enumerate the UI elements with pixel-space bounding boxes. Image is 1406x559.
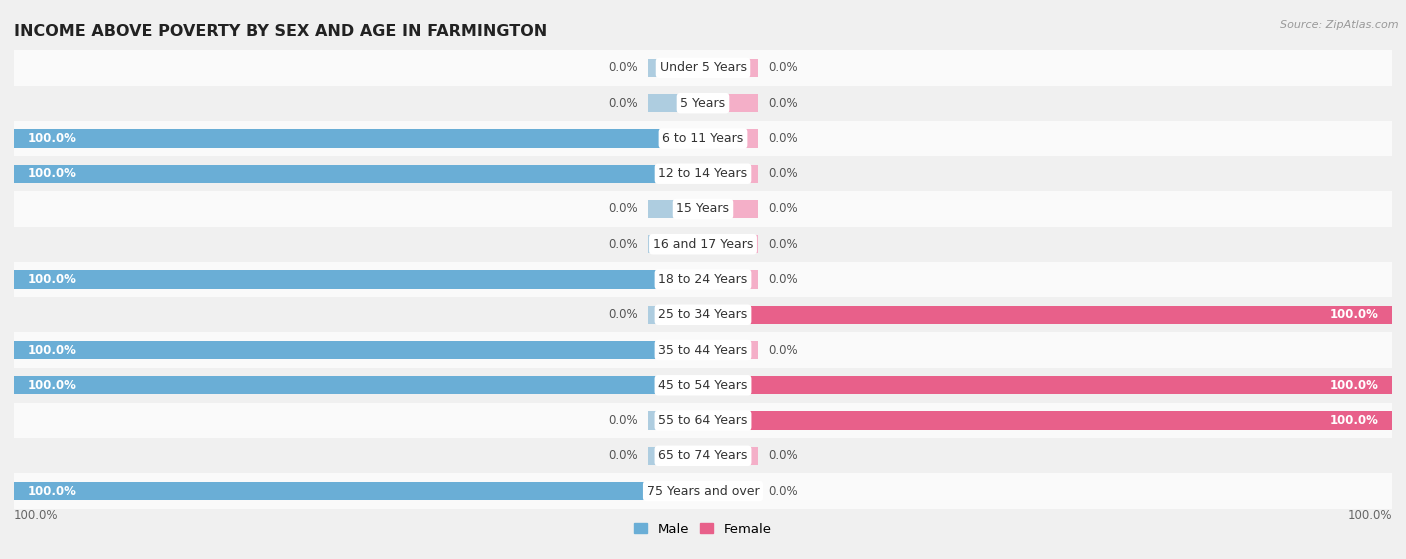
Text: INCOME ABOVE POVERTY BY SEX AND AGE IN FARMINGTON: INCOME ABOVE POVERTY BY SEX AND AGE IN F… <box>14 25 547 40</box>
Bar <box>703 59 758 77</box>
Text: 35 to 44 Years: 35 to 44 Years <box>658 344 748 357</box>
Text: 0.0%: 0.0% <box>769 344 799 357</box>
Bar <box>648 94 703 112</box>
Text: 0.0%: 0.0% <box>769 61 799 74</box>
Bar <box>703 306 1392 324</box>
FancyBboxPatch shape <box>14 403 1392 438</box>
Text: 0.0%: 0.0% <box>607 61 637 74</box>
Text: 0.0%: 0.0% <box>769 97 799 110</box>
Text: 100.0%: 100.0% <box>28 379 77 392</box>
FancyBboxPatch shape <box>14 86 1392 121</box>
Text: 15 Years: 15 Years <box>676 202 730 215</box>
FancyBboxPatch shape <box>14 121 1392 156</box>
FancyBboxPatch shape <box>14 333 1392 368</box>
Text: 0.0%: 0.0% <box>769 202 799 215</box>
Bar <box>648 200 703 218</box>
Text: 100.0%: 100.0% <box>1329 379 1378 392</box>
Bar <box>703 164 758 183</box>
Text: 100.0%: 100.0% <box>28 132 77 145</box>
Bar <box>14 129 703 148</box>
FancyBboxPatch shape <box>14 297 1392 333</box>
Text: 0.0%: 0.0% <box>769 273 799 286</box>
Text: Under 5 Years: Under 5 Years <box>659 61 747 74</box>
Bar <box>648 59 703 77</box>
Text: 100.0%: 100.0% <box>28 167 77 180</box>
Bar <box>703 129 758 148</box>
Text: 100.0%: 100.0% <box>1329 308 1378 321</box>
Text: 0.0%: 0.0% <box>769 167 799 180</box>
Text: 100.0%: 100.0% <box>28 344 77 357</box>
FancyBboxPatch shape <box>14 156 1392 191</box>
Bar <box>703 200 758 218</box>
Text: 18 to 24 Years: 18 to 24 Years <box>658 273 748 286</box>
Text: 0.0%: 0.0% <box>607 308 637 321</box>
Text: 100.0%: 100.0% <box>28 485 77 498</box>
Text: 100.0%: 100.0% <box>1347 509 1392 522</box>
Bar <box>703 94 758 112</box>
Text: 0.0%: 0.0% <box>769 485 799 498</box>
Bar <box>648 411 703 430</box>
Text: 0.0%: 0.0% <box>607 97 637 110</box>
FancyBboxPatch shape <box>14 191 1392 226</box>
Text: 100.0%: 100.0% <box>14 509 59 522</box>
FancyBboxPatch shape <box>14 262 1392 297</box>
Text: 0.0%: 0.0% <box>607 414 637 427</box>
Text: 100.0%: 100.0% <box>1329 414 1378 427</box>
Text: 65 to 74 Years: 65 to 74 Years <box>658 449 748 462</box>
Bar <box>703 482 758 500</box>
Bar <box>14 271 703 288</box>
Text: 0.0%: 0.0% <box>607 238 637 251</box>
Text: 0.0%: 0.0% <box>769 238 799 251</box>
FancyBboxPatch shape <box>14 368 1392 403</box>
Bar <box>648 306 703 324</box>
Bar <box>703 341 758 359</box>
Text: 6 to 11 Years: 6 to 11 Years <box>662 132 744 145</box>
Bar <box>14 482 703 500</box>
Bar <box>14 341 703 359</box>
FancyBboxPatch shape <box>14 438 1392 473</box>
Bar <box>703 376 1392 395</box>
Text: 0.0%: 0.0% <box>607 449 637 462</box>
Bar <box>703 271 758 288</box>
Text: 0.0%: 0.0% <box>769 132 799 145</box>
Bar <box>648 235 703 253</box>
Text: 100.0%: 100.0% <box>28 273 77 286</box>
FancyBboxPatch shape <box>14 226 1392 262</box>
Legend: Male, Female: Male, Female <box>628 518 778 541</box>
Bar <box>703 235 758 253</box>
Bar <box>14 376 703 395</box>
Text: 12 to 14 Years: 12 to 14 Years <box>658 167 748 180</box>
Bar <box>703 447 758 465</box>
Text: 0.0%: 0.0% <box>607 202 637 215</box>
Bar <box>648 447 703 465</box>
Text: 5 Years: 5 Years <box>681 97 725 110</box>
Text: Source: ZipAtlas.com: Source: ZipAtlas.com <box>1281 20 1399 30</box>
Text: 55 to 64 Years: 55 to 64 Years <box>658 414 748 427</box>
Bar <box>703 411 1392 430</box>
Text: 0.0%: 0.0% <box>769 449 799 462</box>
Bar <box>14 164 703 183</box>
FancyBboxPatch shape <box>14 50 1392 86</box>
Text: 16 and 17 Years: 16 and 17 Years <box>652 238 754 251</box>
Text: 25 to 34 Years: 25 to 34 Years <box>658 308 748 321</box>
Text: 75 Years and over: 75 Years and over <box>647 485 759 498</box>
FancyBboxPatch shape <box>14 473 1392 509</box>
Text: 45 to 54 Years: 45 to 54 Years <box>658 379 748 392</box>
